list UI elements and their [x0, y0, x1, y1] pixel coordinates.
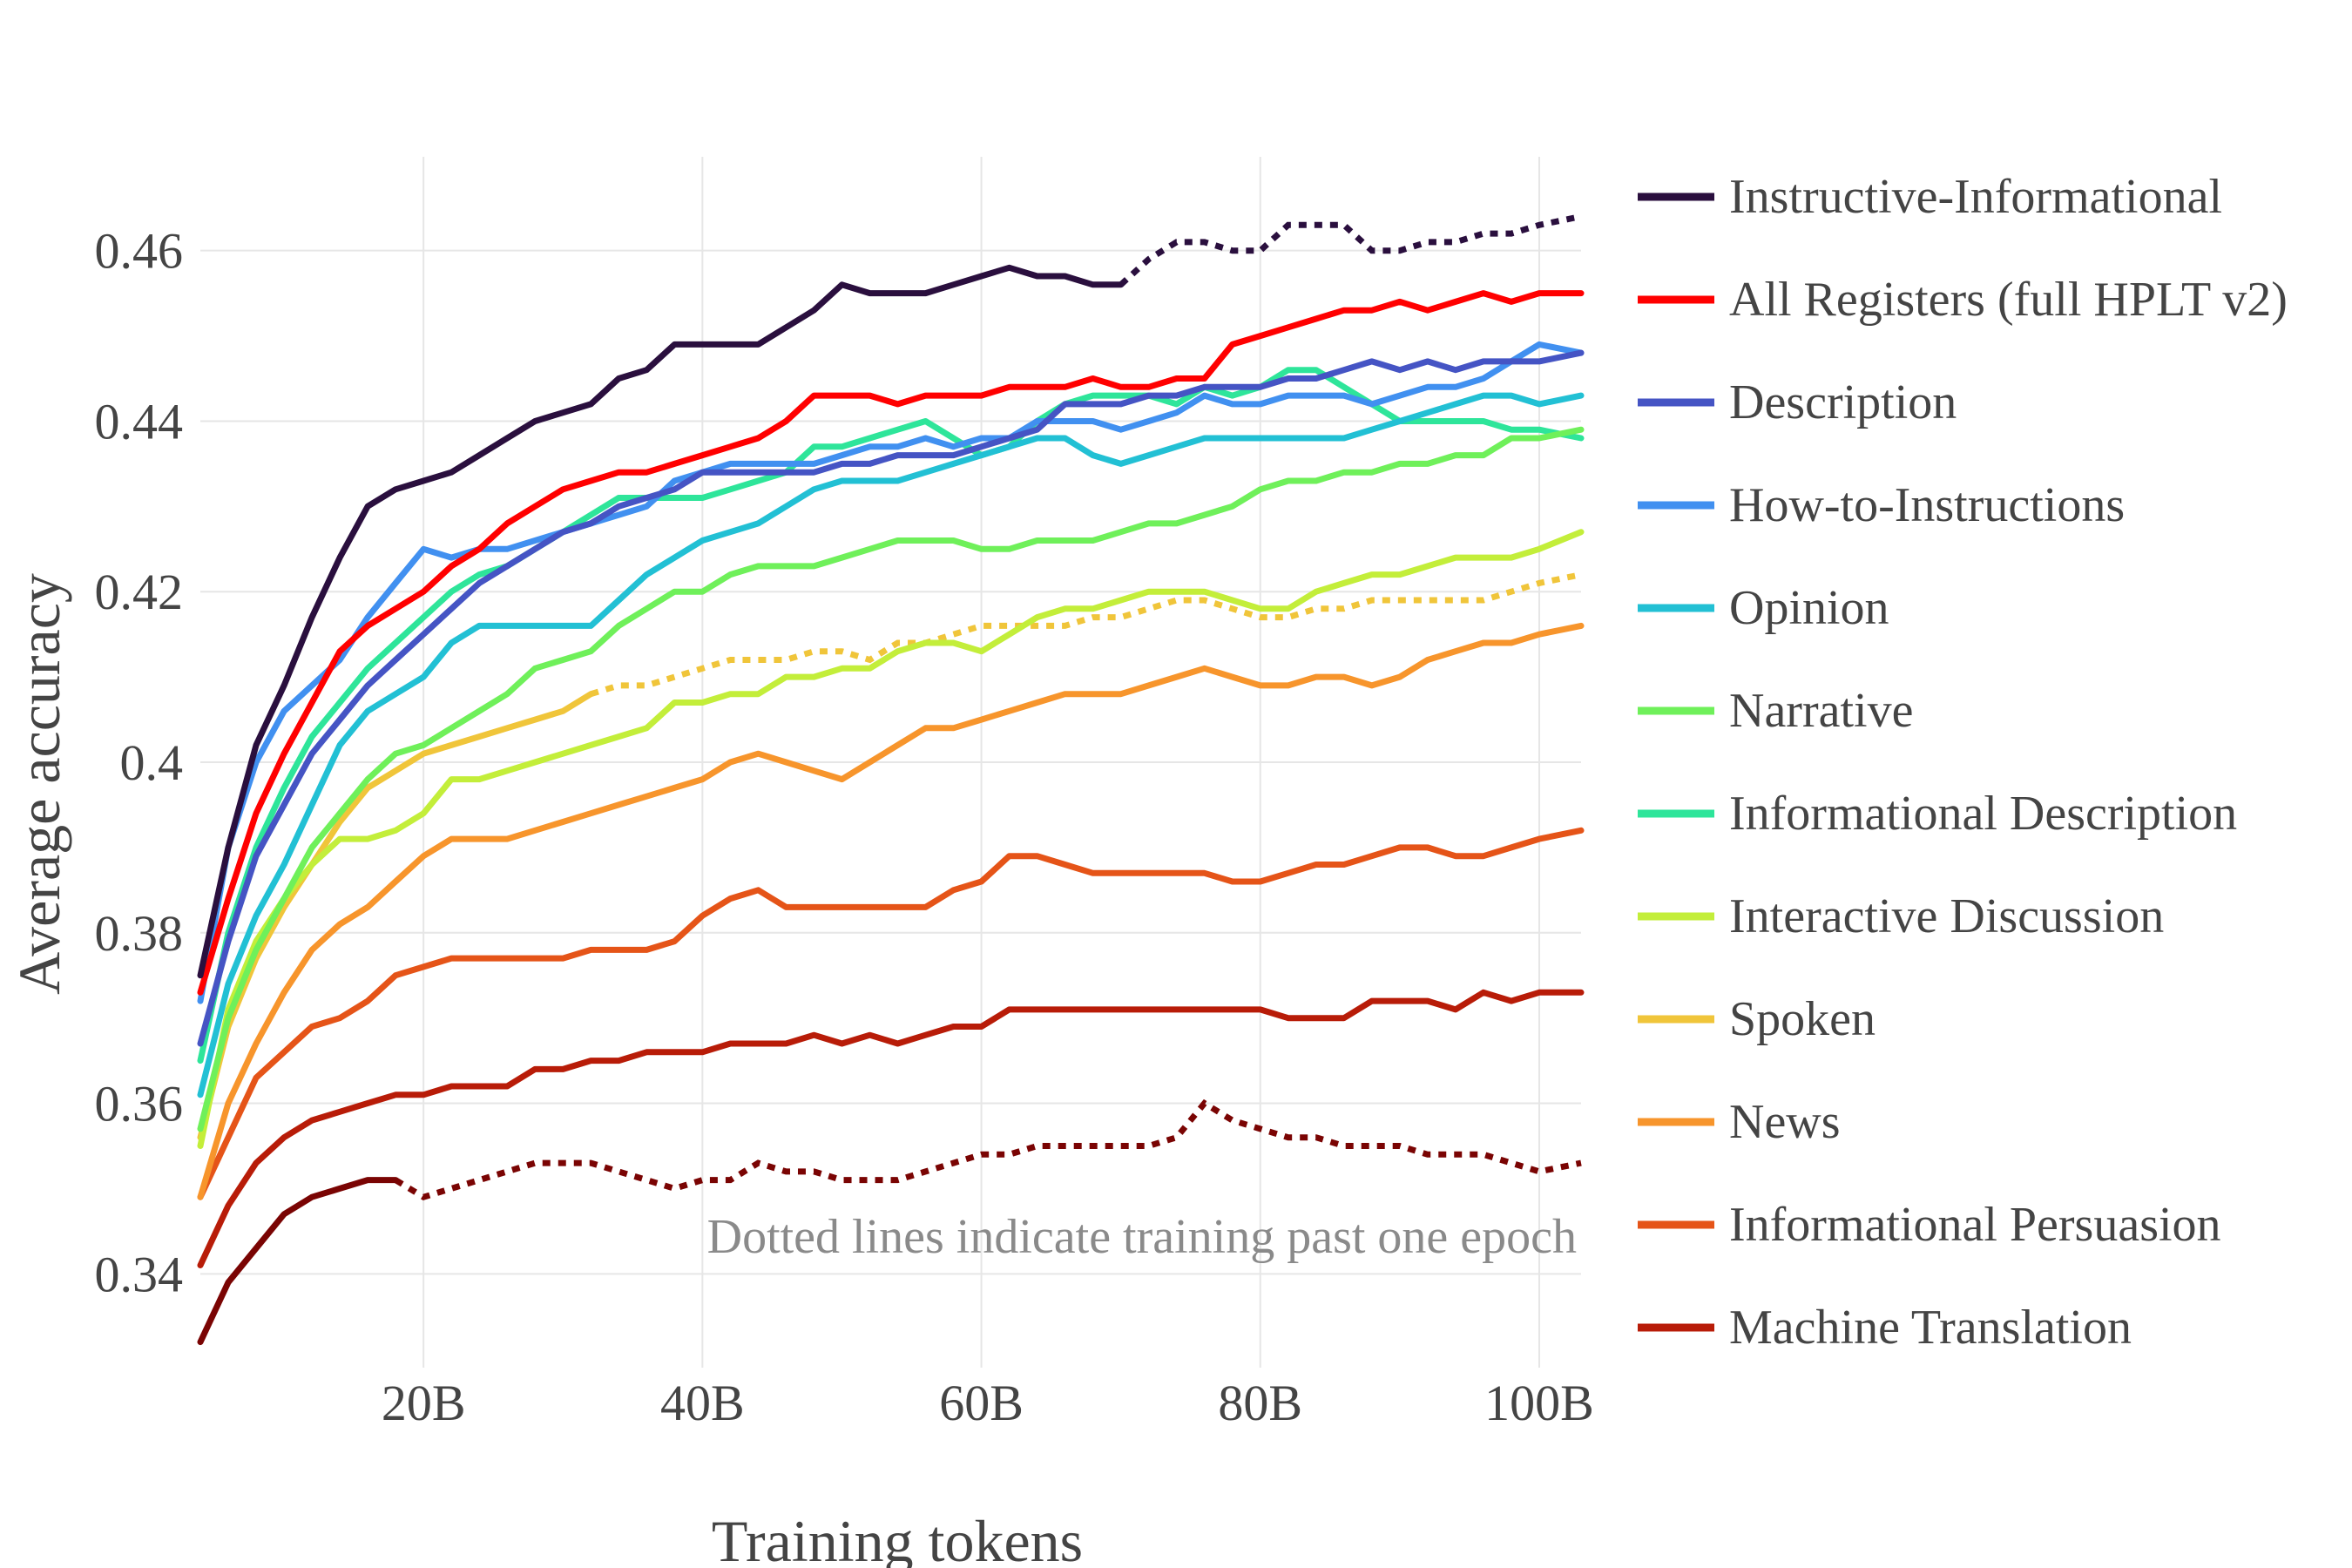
series-line-dotted	[1119, 213, 1582, 287]
series-line	[197, 827, 1585, 1200]
legend-item: Opinion	[1638, 581, 1889, 635]
series-line-dotted	[590, 571, 1582, 698]
legend-item: Instructive-Informational	[1638, 170, 2222, 224]
series-line	[197, 622, 1585, 1200]
x-axis-title: Training tokens	[712, 1508, 1083, 1568]
y-tick-label: 0.4	[120, 734, 184, 791]
y-axis-title: Average accuracy	[6, 573, 72, 995]
y-tick-label: 0.44	[95, 393, 184, 449]
x-tick-label: 20B	[382, 1375, 466, 1431]
legend-item: Informational Description	[1638, 787, 2237, 841]
series-line	[197, 349, 1585, 1047]
legend-label: Machine Translation	[1729, 1301, 2132, 1355]
x-tick-label: 100B	[1484, 1375, 1594, 1431]
series-line	[197, 341, 1585, 1004]
series-lines	[197, 213, 1585, 1346]
legend-label: Opinion	[1729, 581, 1889, 635]
legend-label: Instructive-Informational	[1729, 170, 2222, 224]
legend-item: Narrative	[1638, 684, 1913, 738]
legend-label: How-to-Instructions	[1729, 478, 2125, 532]
y-tick-label: 0.34	[95, 1246, 184, 1302]
x-tick-label: 80B	[1218, 1375, 1302, 1431]
axis-ticks: 0.34 0.36 0.38 0.4 0.42 0.44 0.46 20B 40B 60B 80B 1…	[95, 223, 1594, 1431]
legend-item: Spoken	[1638, 992, 1876, 1046]
series-line	[197, 989, 1585, 1268]
legend-label: Narrative	[1729, 684, 1913, 738]
legend-item: Interactive Discussion	[1638, 889, 2164, 943]
series-line	[197, 426, 1585, 1132]
epoch-annotation: Dotted lines indicate training past one …	[707, 1210, 1577, 1264]
y-tick-label: 0.36	[95, 1076, 184, 1132]
series-line	[197, 392, 1585, 1098]
legend-label: Spoken	[1729, 992, 1876, 1046]
legend-label: News	[1729, 1095, 1841, 1149]
legend-label: All Registers (full HPLT v2)	[1729, 273, 2288, 327]
series-line	[197, 367, 1585, 1064]
y-tick-label: 0.46	[95, 223, 184, 280]
y-tick-label: 0.38	[95, 905, 184, 962]
series-line	[197, 1177, 399, 1346]
legend-item: News	[1638, 1095, 1841, 1149]
x-tick-label: 40B	[660, 1375, 745, 1431]
legend: Instructive-Informational All Registers (…	[1638, 170, 2288, 1355]
legend-label: Interactive Discussion	[1729, 889, 2164, 943]
legend-item: All Registers (full HPLT v2)	[1638, 273, 2288, 327]
series-line	[197, 691, 594, 1141]
series-line	[197, 529, 1585, 1149]
x-tick-label: 60B	[939, 1375, 1024, 1431]
legend-label: Informational Description	[1729, 787, 2237, 841]
legend-label: Description	[1729, 375, 1957, 429]
legend-label: Informational Persuasion	[1729, 1198, 2221, 1252]
legend-item: Machine Translation	[1638, 1301, 2132, 1355]
series-line-dotted	[394, 1098, 1582, 1201]
legend-item: How-to-Instructions	[1638, 478, 2125, 532]
legend-item: Description	[1638, 375, 1957, 429]
legend-item: Informational Persuasion	[1638, 1198, 2221, 1252]
series-line	[197, 264, 1125, 979]
y-tick-label: 0.42	[95, 564, 184, 620]
series-line	[197, 290, 1585, 996]
